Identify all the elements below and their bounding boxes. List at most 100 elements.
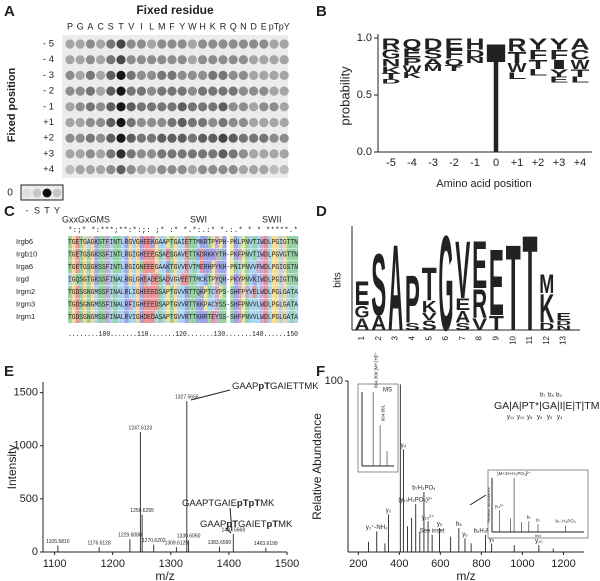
- residue-shading: [68, 236, 72, 248]
- residue-shading: [188, 273, 193, 286]
- residue-shading: [290, 261, 295, 273]
- control-spot: [42, 188, 52, 198]
- residue-shading: [139, 273, 144, 286]
- residue-shading: [139, 261, 144, 273]
- residue-shading: [147, 286, 152, 298]
- spot: [238, 149, 248, 159]
- residue-shading: [241, 286, 246, 298]
- spot: [228, 55, 238, 65]
- residue-shading: [166, 311, 171, 323]
- residue-shading: [90, 236, 95, 248]
- x-tick-label: 1300: [159, 558, 183, 570]
- residue-shading: [147, 273, 152, 286]
- spot: [65, 70, 75, 80]
- spot: [157, 70, 167, 80]
- spot: [249, 117, 259, 128]
- residue-shading: [75, 286, 80, 298]
- spot: [85, 149, 95, 159]
- residue-shading: [271, 273, 276, 286]
- sequence: TGETGAGKSTFINTLRGVGHEEKGAAPTGAIETTMKRTPY…: [68, 239, 298, 247]
- spot: [238, 86, 248, 96]
- spot: [147, 86, 157, 96]
- logo-letter: T: [382, 72, 403, 81]
- residue-shading: [282, 286, 287, 298]
- spot: [187, 86, 197, 96]
- residue-shading: [237, 248, 242, 261]
- spot: [269, 133, 279, 143]
- residue-shading: [90, 311, 95, 323]
- logo-letter: K: [382, 66, 401, 77]
- spot: [106, 117, 116, 128]
- residue-shading: [222, 273, 227, 286]
- residue-shading: [71, 236, 76, 248]
- residue-shading: [132, 248, 137, 261]
- logo-letter: Y: [550, 68, 569, 79]
- residue-shading: [290, 286, 295, 298]
- residue-shading: [143, 236, 148, 248]
- residue-shading: [105, 273, 110, 286]
- residue-shading: [290, 248, 295, 261]
- spot: [218, 39, 228, 49]
- residue-shading: [173, 261, 178, 273]
- residue-shading: [124, 261, 129, 273]
- residue-shading: [113, 236, 118, 248]
- ruler: ........100.......110.......120.......13…: [68, 331, 298, 339]
- residue-shading: [143, 261, 148, 273]
- spot: [126, 70, 136, 80]
- residue-shading: [203, 273, 208, 286]
- spot: [279, 165, 289, 175]
- spot: [187, 149, 197, 159]
- spot: [228, 102, 238, 112]
- residue-shading: [94, 286, 99, 298]
- spot: [116, 70, 126, 80]
- residue-shading: [173, 311, 178, 323]
- residue-shading: [192, 298, 197, 311]
- residue-shading: [215, 261, 220, 273]
- residue-shading: [207, 286, 212, 298]
- residue-shading: [98, 286, 103, 298]
- column-label: N: [240, 21, 247, 31]
- residue-shading: [86, 261, 91, 273]
- spot: [208, 39, 218, 49]
- spot: [96, 165, 106, 175]
- residue-shading: [79, 286, 84, 298]
- residue-shading: [256, 261, 261, 273]
- residue-shading: [196, 273, 201, 286]
- logo-letter: I: [550, 59, 569, 72]
- residue-shading: [245, 298, 250, 311]
- residue-shading: [199, 298, 204, 311]
- x-axis-title: m/z: [456, 569, 475, 581]
- annotation-part: GAAP: [232, 381, 258, 392]
- residue-shading: [71, 248, 76, 261]
- residue-shading: [143, 248, 148, 261]
- residue-shading: [215, 248, 220, 261]
- residue-shading: [188, 311, 193, 323]
- column-label: E: [261, 21, 267, 31]
- residue-shading: [147, 261, 152, 273]
- residue-shading: [162, 273, 167, 286]
- residue-shading: [279, 273, 284, 286]
- residue-shading: [271, 311, 276, 323]
- residue-shading: [282, 298, 287, 311]
- residue-shading: [117, 236, 121, 248]
- residue-shading: [113, 311, 118, 323]
- residue-shading: [128, 286, 133, 298]
- peak-label: 1330.6050: [177, 534, 201, 540]
- residue-shading: [173, 273, 178, 286]
- logo-letter: Y: [550, 35, 570, 53]
- residue-shading: [117, 311, 121, 323]
- spot: [96, 149, 106, 159]
- residue-shading: [230, 248, 235, 261]
- logo-letter: T: [571, 68, 592, 79]
- residue-shading: [230, 286, 235, 298]
- residue-shading: [230, 311, 235, 323]
- residue-shading: [71, 298, 76, 311]
- residue-shading: [188, 261, 193, 273]
- residue-shading: [173, 248, 178, 261]
- spot: [177, 117, 187, 128]
- spot: [187, 39, 197, 49]
- residue-shading: [245, 286, 250, 298]
- annotation-part: pT: [226, 519, 238, 530]
- residue-shading: [79, 236, 84, 248]
- residue-shading: [177, 286, 182, 298]
